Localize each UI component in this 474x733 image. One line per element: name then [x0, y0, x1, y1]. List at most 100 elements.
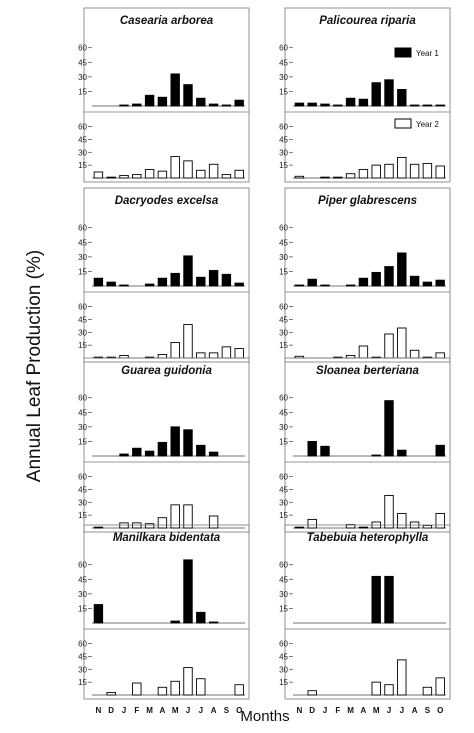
bar-year-2 [157, 517, 168, 529]
bar-year-2 [409, 163, 420, 179]
bar-year-1 [132, 447, 142, 457]
bar-year-2 [422, 686, 433, 696]
bar-year-2 [435, 677, 445, 696]
bar-year-1 [144, 450, 155, 457]
y-tick-label: 15 [78, 161, 87, 170]
month-label: A [211, 706, 217, 715]
bar-year-1 [208, 451, 219, 457]
y-tick-label: 45 [78, 58, 87, 67]
bar-year-1 [132, 103, 142, 107]
bar-year-1 [119, 453, 129, 457]
bar-year-2 [208, 515, 219, 529]
y-tick-label: 60 [78, 473, 87, 482]
bar-year-2 [221, 346, 232, 359]
month-label: A [160, 706, 166, 715]
bar-year-2 [422, 162, 433, 179]
bar-year-2 [435, 512, 445, 529]
month-label: J [186, 706, 190, 715]
bar-year-1 [208, 621, 219, 624]
y-tick-label: 45 [78, 485, 87, 494]
bar-year-2 [132, 174, 142, 179]
bar-year-1 [221, 104, 232, 107]
bar-year-1 [397, 449, 407, 457]
y-tick-label: 60 [279, 224, 288, 233]
bar-year-1 [183, 559, 193, 624]
bar-year-2 [157, 686, 168, 696]
legend-label-year-1: Year 1 [416, 49, 439, 58]
month-label: S [224, 706, 230, 715]
bar-year-2 [409, 349, 420, 359]
bar-year-2 [371, 164, 381, 179]
bar-year-1 [320, 284, 330, 287]
bar-year-2 [333, 176, 343, 179]
bar-year-1 [119, 284, 129, 287]
bar-year-1 [397, 252, 407, 287]
month-label: N [297, 706, 303, 715]
y-tick-label: 60 [78, 303, 87, 312]
y-tick-label: 15 [78, 267, 87, 276]
y-tick-label: 15 [279, 341, 288, 350]
legend-swatch-year-1 [394, 47, 412, 58]
y-tick-label: 45 [279, 315, 288, 324]
y-tick-label: 30 [279, 665, 288, 674]
y-tick-label: 60 [279, 561, 288, 570]
bar-year-2 [294, 526, 305, 529]
bar-year-1 [170, 272, 180, 287]
panel-frame [83, 187, 250, 363]
y-tick-label: 45 [279, 135, 288, 144]
y-tick-label: 30 [279, 498, 288, 507]
bar-year-1 [409, 275, 420, 287]
month-label: M [373, 706, 380, 715]
bar-year-1 [294, 102, 305, 107]
y-tick-label: 15 [279, 161, 288, 170]
bar-year-1 [307, 440, 317, 457]
bar-year-1 [183, 429, 193, 457]
y-tick-label: 45 [78, 238, 87, 247]
bar-year-1 [93, 277, 104, 287]
bar-year-1 [93, 604, 104, 624]
month-label: A [412, 706, 418, 715]
y-tick-label: 60 [78, 561, 87, 570]
bar-year-1 [170, 426, 180, 457]
y-tick-label: 45 [78, 408, 87, 417]
y-tick-label: 60 [78, 44, 87, 53]
panel-frame [83, 7, 250, 183]
y-tick-label: 30 [78, 498, 87, 507]
bar-year-2 [384, 684, 394, 696]
bar-year-2 [106, 691, 116, 696]
bar-year-2 [132, 682, 142, 696]
month-label: D [108, 706, 114, 715]
bar-year-2 [183, 504, 193, 529]
month-label: J [323, 706, 327, 715]
y-tick-label: 45 [279, 652, 288, 661]
bar-year-2 [144, 168, 155, 179]
bar-year-2 [170, 156, 180, 179]
month-label: J [387, 706, 391, 715]
bar-year-2 [183, 160, 193, 179]
y-tick-label: 45 [78, 652, 87, 661]
y-tick-label: 15 [279, 267, 288, 276]
y-tick-label: 45 [78, 135, 87, 144]
bar-year-2 [307, 518, 317, 529]
bar-year-1 [384, 400, 394, 457]
bar-year-1 [384, 266, 394, 287]
bar-year-2 [106, 176, 116, 179]
y-tick-label: 30 [78, 253, 87, 262]
bar-year-1 [371, 575, 381, 624]
bar-year-1 [157, 441, 168, 457]
bar-year-1 [196, 444, 206, 457]
panels: Casearia arborea 15 30 45 60 15 30 45 60 Palicour… [78, 7, 451, 715]
bar-year-2 [196, 678, 206, 696]
bar-year-1 [358, 98, 369, 107]
month-label: J [122, 706, 126, 715]
bar-year-1 [157, 277, 168, 287]
bar-year-2 [345, 524, 356, 529]
month-label: J [199, 706, 203, 715]
species-title: Casearia arborea [120, 15, 214, 27]
month-label: M [146, 706, 153, 715]
bar-year-2 [435, 165, 445, 179]
panel-frame [284, 187, 451, 363]
bar-year-1 [196, 611, 206, 624]
y-tick-label: 45 [78, 575, 87, 584]
